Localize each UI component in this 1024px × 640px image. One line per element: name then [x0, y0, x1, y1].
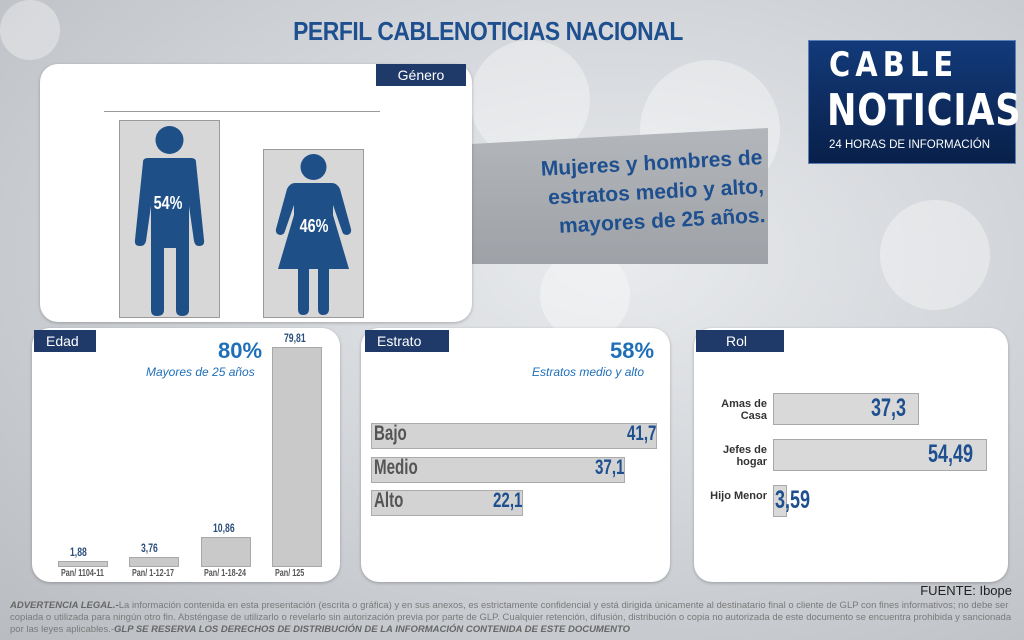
edad-category-label: Pan/ 1104-11	[61, 568, 121, 579]
estrato-bar	[371, 457, 626, 483]
logo-line2: NOTICIAS	[827, 85, 1022, 136]
logo-line3: 24 HORAS DE INFORMACIÓN	[829, 139, 991, 151]
estrato-value-label: 22,1	[493, 489, 534, 513]
edad-value-text: 3,76	[141, 540, 158, 555]
legal-bold: GLP SE RESERVA LOS DERECHOS DE DISTRIBUC…	[114, 624, 631, 635]
callout-text: Mujeres y hombres de estratos medio y al…	[540, 146, 766, 238]
male-icon	[134, 126, 205, 316]
edad-bar	[272, 347, 322, 567]
rol-value-text: 54,49	[928, 440, 974, 468]
logo-line1: CABLE	[829, 45, 959, 85]
rol-label: Rol	[696, 330, 784, 352]
female-icon	[275, 154, 352, 315]
rol-value-text: 3,59	[775, 486, 811, 514]
estrato-category-label: Medio	[374, 456, 435, 480]
estrato-subtitle: Estratos medio y alto	[532, 365, 645, 379]
estrato-value-label: 37,1	[595, 456, 636, 480]
rol-value-label: 37,3	[871, 394, 920, 423]
genero-label: Género	[376, 64, 466, 86]
estrato-panel	[361, 328, 670, 582]
male-percentage: 54%	[153, 193, 183, 213]
estrato-headline: 58%	[610, 338, 655, 363]
rol-bar	[773, 485, 788, 517]
background-bokeh	[880, 200, 990, 310]
estrato-category-label: Bajo	[374, 422, 420, 446]
estrato-value-label: 41,7	[627, 422, 668, 446]
gender-divider	[104, 111, 380, 112]
estrato-value-text: 37,1	[595, 456, 625, 479]
edad-bar	[201, 537, 251, 567]
estrato-category-text: Medio	[374, 456, 418, 479]
edad-subtitle: Mayores de 25 años	[146, 365, 255, 379]
rol-bar	[773, 393, 920, 425]
cablenoticias-logo: CABLE NOTICIAS 24 HORAS DE INFORMACIÓN	[808, 40, 1021, 164]
callout-banner	[464, 128, 768, 264]
estrato-category-label: Alto	[374, 489, 415, 513]
estrato-label: Estrato	[365, 330, 449, 352]
background-bokeh	[0, 0, 60, 60]
edad-value-text: 10,86	[213, 521, 235, 536]
legal-disclaimer: ADVERTENCIA LEGAL.-La información conten…	[10, 600, 1014, 636]
rol-category-label: Hijo Menor	[710, 490, 767, 502]
estrato-bar	[371, 490, 523, 516]
edad-bar	[129, 556, 179, 567]
estrato-value-text: 41,7	[627, 422, 657, 445]
rol-value-label: 54,49	[928, 440, 991, 469]
edad-headline: 80%	[218, 338, 263, 363]
estrato-bar	[371, 423, 657, 449]
rol-category-label: Amas de Casa	[721, 398, 767, 422]
edad-value-label: 10,86	[213, 521, 243, 535]
edad-category-label: Pan/ 125	[275, 568, 316, 579]
page-title: PERFIL CABLENOTICIAS NACIONAL	[293, 16, 683, 46]
edad-category-text: Pan/ 1104-11	[61, 568, 104, 579]
edad-value-label: 3,76	[141, 541, 164, 555]
edad-category-text: Pan/ 1-18-24	[204, 568, 247, 579]
edad-category-text: Pan/ 125	[275, 568, 305, 579]
female-percentage: 46%	[299, 216, 329, 236]
estrato-category-text: Bajo	[374, 422, 407, 445]
rol-value-label: 3,59	[775, 486, 824, 515]
edad-value-text: 79,81	[284, 331, 306, 345]
legal-title: ADVERTENCIA LEGAL.-	[10, 600, 119, 611]
rol-value-text: 37,3	[871, 394, 907, 422]
rol-category-label: Jefes de hogar	[722, 444, 767, 468]
edad-bar	[58, 561, 108, 567]
edad-label: Edad	[34, 330, 96, 352]
edad-value-label: 1,88	[70, 545, 93, 559]
edad-category-label: Pan/ 1-12-17	[132, 568, 190, 579]
source-note: FUENTE: Ibope	[920, 583, 1012, 598]
edad-value-text: 1,88	[70, 545, 87, 559]
estrato-value-text: 22,1	[492, 489, 522, 512]
estrato-category-text: Alto	[374, 489, 404, 512]
legal-text: La información contenida en esta present…	[10, 600, 1012, 635]
edad-value-label: 79,81	[284, 331, 314, 345]
rol-bar	[773, 439, 987, 471]
edad-category-label: Pan/ 1-18-24	[204, 568, 262, 579]
edad-category-text: Pan/ 1-12-17	[132, 568, 175, 579]
genero-panel	[40, 64, 472, 322]
